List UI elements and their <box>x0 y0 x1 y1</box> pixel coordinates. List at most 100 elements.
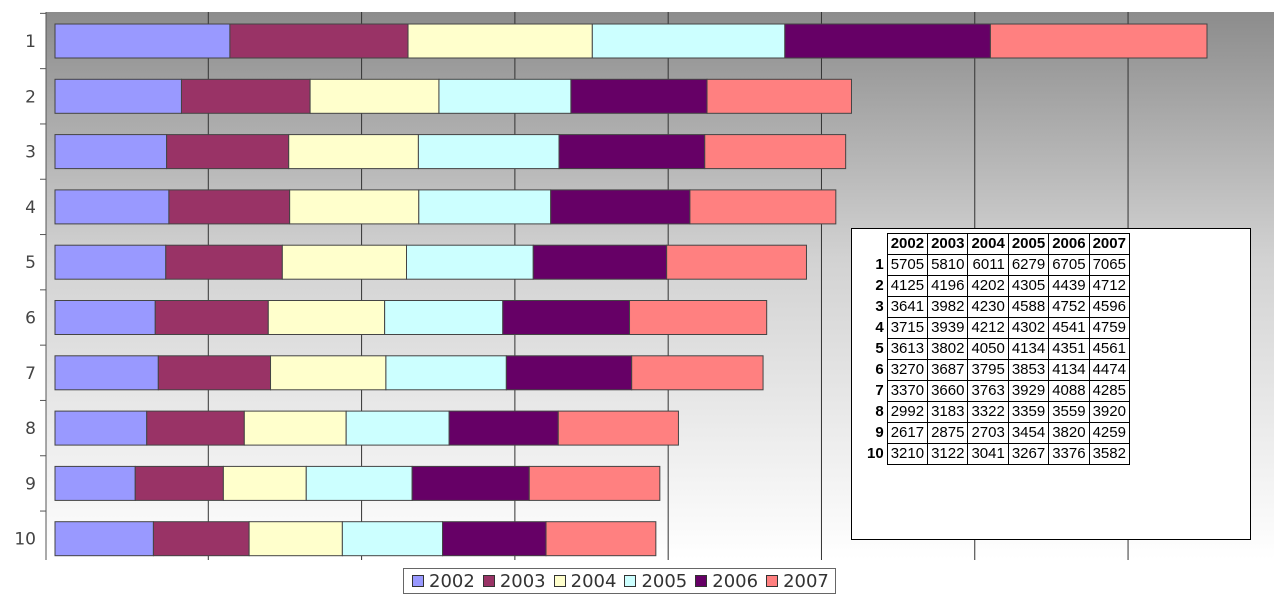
bar-segment <box>281 244 408 280</box>
legend-item: 2006 <box>695 571 758 592</box>
bar-segment <box>54 189 170 225</box>
data-table-cell: 6011 <box>967 254 1009 276</box>
data-table-cell: 3183 <box>927 401 969 423</box>
bar-segment <box>222 465 307 501</box>
legend-item: 2007 <box>766 571 829 592</box>
data-table-row: 9 2617 2875 2703 3454 3820 4259 <box>864 422 1130 444</box>
data-table-cell: 6705 <box>1048 254 1090 276</box>
bar-segment <box>406 244 534 280</box>
category-label: 10 <box>14 530 36 550</box>
data-table-cell: 3582 <box>1088 443 1130 465</box>
legend-swatch <box>766 575 779 587</box>
data-table-row: 6 3270 3687 3795 3853 4134 4474 <box>864 359 1130 381</box>
bar-segment <box>784 23 991 59</box>
data-table-cell: 5810 <box>927 254 969 276</box>
data-table-cell: 3660 <box>927 380 969 402</box>
bar-segment <box>384 300 504 335</box>
bar-segment <box>417 134 560 170</box>
bar-segment <box>385 355 507 391</box>
bar-segment <box>305 465 413 501</box>
data-table-row-label: 8 <box>864 401 888 423</box>
data-table-cell: 4351 <box>1048 338 1090 360</box>
data-table-cell: 4088 <box>1048 380 1090 402</box>
data-table-cell: 2617 <box>886 422 929 444</box>
category-label: 1 <box>25 32 36 52</box>
bar-segment <box>309 78 440 114</box>
bar-segment <box>289 189 420 225</box>
legend-swatch <box>695 575 708 587</box>
bar-segment <box>502 300 631 335</box>
bar-segment <box>152 521 250 557</box>
bar-segment <box>528 465 661 501</box>
data-table-cell: 4305 <box>1007 275 1050 297</box>
bar-segment <box>631 355 764 391</box>
bar-segment <box>532 244 668 280</box>
data-table-header: 2004 <box>967 233 1009 255</box>
data-table-header: 2005 <box>1007 233 1050 255</box>
data-table-row: 10 3210 3122 3041 3267 3376 3582 <box>864 443 1130 465</box>
data-table-row: 2 4125 4196 4202 4305 4439 4712 <box>864 275 1130 297</box>
data-table-cell: 2992 <box>886 401 929 423</box>
data-table-cell: 4588 <box>1007 296 1050 318</box>
data-table-row: 8 2992 3183 3322 3359 3559 3920 <box>864 401 1130 423</box>
data-table-cell: 4474 <box>1088 359 1130 381</box>
legend-item: 2003 <box>482 570 546 592</box>
bar-segment <box>54 23 231 59</box>
data-table-cell: 4230 <box>967 296 1009 318</box>
legend-swatch <box>624 575 637 587</box>
data-table-row-label: 7 <box>864 380 888 402</box>
data-table-cell: 3641 <box>886 296 929 318</box>
data-table-cell: 3715 <box>886 317 929 339</box>
bar-segment <box>168 189 291 225</box>
bar-segment <box>54 355 159 391</box>
category-label: 8 <box>25 419 36 439</box>
data-table-cell: 3267 <box>1007 443 1050 465</box>
category-label: 5 <box>25 253 36 273</box>
data-table-cell: 3920 <box>1088 401 1130 423</box>
bar-segment <box>54 410 148 446</box>
data-table-cell: 4439 <box>1048 275 1090 297</box>
data-table-cell: 3041 <box>967 443 1009 465</box>
data-table-cell: 4596 <box>1088 296 1130 318</box>
data-table-row-label: 2 <box>864 275 888 297</box>
data-table-header: 2007 <box>1088 233 1130 255</box>
bar-segment <box>558 134 706 170</box>
bar-segment <box>666 244 807 280</box>
bar-segment <box>248 521 343 557</box>
bar-segment <box>267 300 386 335</box>
data-table-row: 5 3613 3802 4050 4134 4351 4561 <box>864 338 1130 360</box>
bar-segment <box>288 134 419 170</box>
data-table-cell: 4712 <box>1088 275 1130 297</box>
bar-segment <box>154 300 269 335</box>
legend: 2002 2003 2004 2005 2006 2007 <box>403 568 836 594</box>
data-table-header: 2003 <box>927 233 969 255</box>
legend-label: 2005 <box>641 570 688 592</box>
data-table-cell: 4285 <box>1088 380 1130 402</box>
category-label: 2 <box>25 87 36 107</box>
data-table-row: 1 5705 5810 6011 6279 6705 7065 <box>864 254 1130 276</box>
data-table-row: 4 3715 3939 4212 4302 4541 4759 <box>864 317 1130 339</box>
bar-segment <box>243 410 347 446</box>
bar-segment <box>505 355 633 391</box>
data-table-cell: 4541 <box>1048 317 1090 339</box>
bar-segment <box>989 23 1208 59</box>
data-table-cell: 2703 <box>967 422 1009 444</box>
legend-label: 2002 <box>429 570 475 592</box>
data-table-cell: 6279 <box>1007 254 1050 276</box>
data-table-row-label: 4 <box>864 317 888 339</box>
bar-segment <box>341 521 444 557</box>
legend-label: 2003 <box>499 570 546 592</box>
bar-segment <box>411 465 530 501</box>
legend-item: 2005 <box>624 571 687 592</box>
bar-segment <box>229 23 409 59</box>
data-table-cell: 3122 <box>927 443 969 465</box>
category-label: 3 <box>25 143 36 163</box>
bar-segment <box>629 300 768 335</box>
bar-segment <box>442 521 547 557</box>
category-label: 9 <box>25 474 36 494</box>
legend-item: 2004 <box>553 570 617 592</box>
legend-label: 2004 <box>570 570 617 592</box>
bar-segment <box>704 134 847 170</box>
category-label: 6 <box>25 309 36 329</box>
data-table-cell: 3210 <box>886 443 929 465</box>
